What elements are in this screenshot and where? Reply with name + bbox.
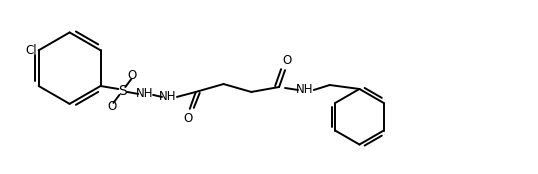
Text: O: O: [128, 69, 137, 82]
Text: NH: NH: [136, 88, 153, 100]
Text: S: S: [118, 84, 127, 98]
Text: NH: NH: [296, 84, 314, 96]
Text: O: O: [183, 112, 193, 125]
Text: Cl: Cl: [25, 44, 37, 57]
Text: NH: NH: [159, 90, 177, 103]
Text: O: O: [108, 100, 117, 113]
Text: O: O: [282, 54, 292, 67]
